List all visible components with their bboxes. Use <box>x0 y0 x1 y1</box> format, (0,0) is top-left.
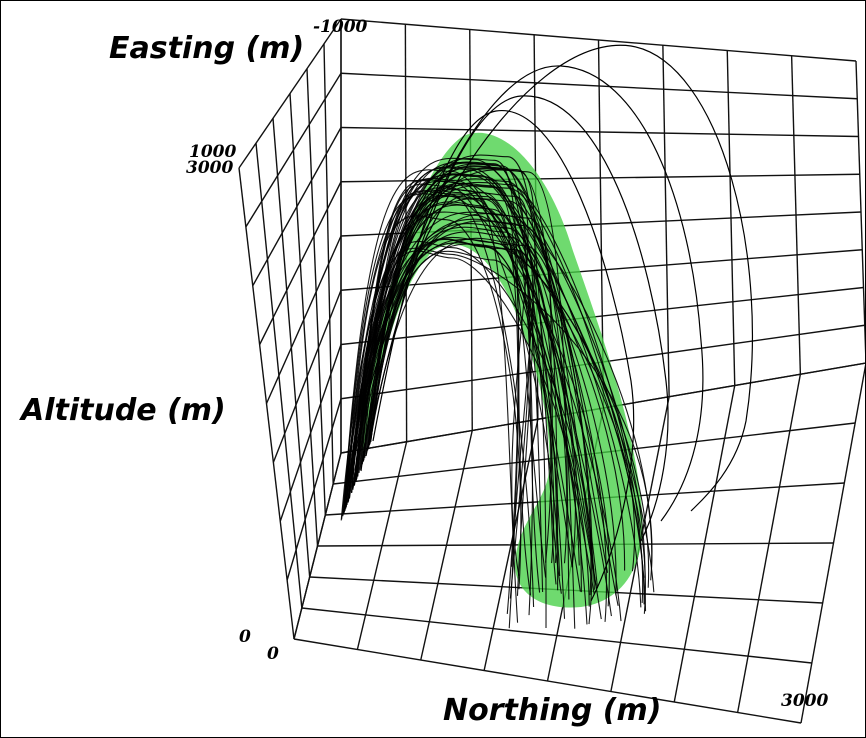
trajectory-line <box>347 181 644 603</box>
grid-line <box>265 235 342 404</box>
trajectory-line <box>350 44 754 512</box>
grid-line <box>252 127 342 287</box>
trajectory-envelope <box>359 132 643 608</box>
trajectory-line <box>352 226 547 628</box>
altitude-tick-max: 3000 <box>186 158 234 178</box>
trajectory-line <box>346 182 520 629</box>
grid-line <box>340 286 864 346</box>
envelope-surface <box>359 132 643 608</box>
altitude-axis-label: Altitude (m) <box>21 393 226 428</box>
trajectory-line <box>342 197 593 625</box>
grid-line <box>855 60 865 354</box>
grid-line <box>662 45 670 397</box>
trajectory-line <box>360 65 704 522</box>
trajectory-line <box>372 110 635 602</box>
trajectory-line <box>365 95 669 542</box>
grid-line <box>790 55 802 375</box>
grid-line <box>258 181 342 345</box>
trajectory-line <box>343 193 519 614</box>
northing-tick-max: 3000 <box>781 691 829 711</box>
grid-line <box>238 18 342 169</box>
grid-line <box>340 249 863 291</box>
trajectory-line <box>368 238 573 568</box>
trajectory-line <box>340 211 576 568</box>
easting-tick-min: -1000 <box>313 17 368 37</box>
trajectory-line <box>343 189 646 614</box>
grid-line <box>726 50 736 386</box>
grid-line <box>286 398 342 581</box>
grid-line <box>279 344 342 522</box>
grid-line <box>301 607 812 664</box>
northing-tick-min: 0 <box>267 644 279 664</box>
trajectory-lines <box>340 44 754 629</box>
easting-axis-label: Easting (m) <box>109 31 305 66</box>
trajectory-line <box>347 167 536 567</box>
trajectory-line <box>352 168 559 591</box>
grid-line <box>272 289 342 463</box>
trajectory-line <box>362 204 599 588</box>
grid-line <box>245 72 342 228</box>
trajectory-line <box>343 173 568 564</box>
easting-tick-max: 1000 <box>189 142 237 162</box>
grid-line <box>293 638 802 724</box>
northing-axis-label: Northing (m) <box>443 693 662 728</box>
altitude-tick-min: 0 <box>239 627 251 647</box>
